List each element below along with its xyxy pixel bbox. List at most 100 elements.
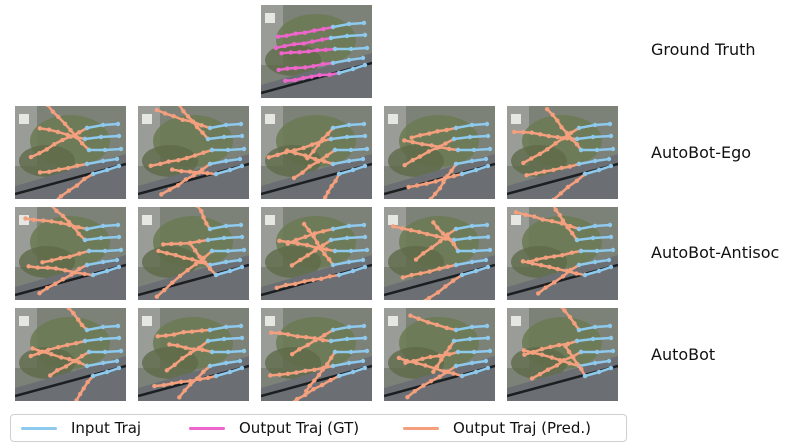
output-trajectory-point — [310, 39, 315, 44]
scene-sign — [19, 316, 29, 326]
output-trajectory-point — [303, 65, 308, 70]
input-trajectory-point — [116, 234, 122, 240]
output-trajectory-point — [568, 130, 574, 136]
output-trajectory-point — [408, 228, 414, 233]
input-trajectory-point — [239, 335, 245, 341]
input-trajectory-point — [594, 248, 600, 254]
output-trajectory-point — [530, 350, 535, 355]
input-trajectory-point — [606, 358, 612, 364]
output-trajectory-point — [205, 171, 210, 176]
output-trajectory-point — [539, 352, 545, 357]
input-trajectory-point — [221, 235, 227, 241]
output-trajectory-point — [306, 228, 311, 233]
output-trajectory-point — [28, 154, 34, 160]
output-trajectory-point — [198, 259, 203, 265]
output-trajectory-point — [169, 381, 175, 386]
output-trajectory-point — [76, 225, 81, 230]
row-label-autobot: AutoBot — [651, 345, 716, 364]
input-trajectory-point — [610, 348, 616, 354]
output-trajectory-point — [417, 133, 423, 138]
output-trajectory-point — [289, 352, 295, 357]
output-trajectory-point — [538, 263, 544, 268]
output-trajectory-point — [428, 379, 434, 384]
input-trajectory-point — [225, 349, 231, 355]
input-trajectory-point — [362, 32, 368, 38]
output-trajectory-point — [557, 213, 563, 218]
input-trajectory-point — [578, 349, 584, 355]
output-trajectory-point — [427, 131, 432, 136]
output-trajectory-point — [419, 141, 425, 147]
output-trajectory-point — [194, 124, 200, 130]
input-trajectory-point — [114, 156, 120, 162]
input-trajectory-point — [362, 264, 368, 270]
output-trajectory-point — [47, 373, 53, 378]
output-trajectory-point — [65, 132, 70, 138]
input-trajectory-point — [116, 264, 122, 270]
output-trajectory-point — [400, 226, 405, 231]
output-trajectory-point — [323, 47, 328, 53]
scene-sign — [142, 215, 152, 225]
output-trajectory-point — [50, 109, 56, 114]
output-trajectory-point — [322, 159, 327, 164]
output-trajectory-point — [40, 349, 45, 354]
output-trajectory-point — [522, 352, 527, 357]
input-trajectory-point — [361, 323, 367, 329]
input-trajectory-point — [100, 122, 106, 128]
output-trajectory-point — [202, 260, 208, 265]
output-trajectory-point — [410, 139, 415, 145]
output-trajectory-point — [567, 314, 573, 320]
input-trajectory-point — [576, 125, 582, 131]
input-trajectory-point — [362, 133, 368, 139]
output-trajectory-point — [569, 136, 575, 142]
input-trajectory-point — [330, 363, 336, 369]
output-trajectory-point — [53, 281, 58, 287]
output-trajectory-point — [283, 78, 288, 83]
input-trajectory-point — [453, 161, 459, 167]
output-trajectory-point — [199, 328, 205, 333]
input-trajectory-point — [205, 237, 211, 243]
input-trajectory-point — [82, 338, 88, 344]
output-trajectory-point — [312, 367, 317, 373]
input-trajectory-point — [453, 125, 459, 131]
output-trajectory-point — [438, 239, 443, 244]
output-trajectory-point — [154, 107, 160, 113]
input-trajectory-point — [364, 45, 370, 51]
input-trajectory-point — [207, 226, 213, 232]
input-trajectory-point — [592, 259, 598, 265]
output-trajectory-point — [550, 112, 555, 118]
output-trajectory-point — [175, 343, 180, 348]
output-trajectory-point — [320, 243, 326, 248]
input-trajectory-point — [90, 272, 96, 278]
output-trajectory-point — [558, 191, 563, 196]
input-trajectory-point — [209, 349, 215, 355]
output-trajectory-point — [301, 75, 306, 81]
output-trajectory-point — [318, 246, 324, 251]
output-trajectory-point — [408, 313, 413, 318]
output-trajectory-point — [307, 164, 312, 169]
output-trajectory-point — [192, 248, 198, 253]
output-trajectory-point — [191, 173, 196, 178]
input-trajectory-point — [487, 146, 493, 152]
output-trajectory-point — [291, 175, 297, 181]
input-trajectory-point — [473, 369, 479, 375]
input-trajectory-point — [213, 373, 219, 379]
output-trajectory-point — [60, 213, 66, 219]
input-trajectory-point — [453, 327, 459, 333]
output-trajectory-point — [31, 217, 36, 223]
output-trajectory-point — [201, 369, 206, 375]
input-trajectory-point — [487, 247, 493, 253]
output-trajectory-point — [437, 374, 442, 379]
output-trajectory-point — [169, 241, 174, 247]
output-trajectory-point — [311, 149, 316, 154]
input-trajectory-point — [100, 259, 106, 265]
output-trajectory-point — [418, 271, 423, 276]
input-trajectory-point — [223, 360, 229, 366]
output-trajectory-point — [529, 130, 534, 135]
output-trajectory-point — [204, 221, 209, 226]
output-trajectory-point — [301, 145, 306, 151]
output-trajectory-point — [421, 383, 426, 388]
output-trajectory-point — [319, 139, 324, 144]
input-trajectory-point — [483, 156, 489, 162]
scene-vegetation — [511, 246, 567, 278]
output-trajectory-point — [60, 277, 66, 282]
